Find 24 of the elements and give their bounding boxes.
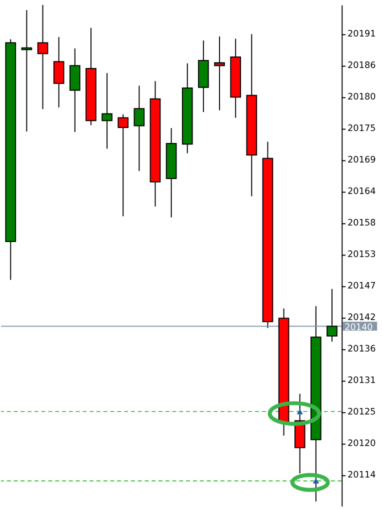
y-tick-label: 20147 xyxy=(348,282,376,292)
y-tick-label: 20164 xyxy=(348,187,376,198)
candlestick xyxy=(21,10,32,132)
y-tick-label: 20120 xyxy=(348,439,376,450)
y-tick-label: 20175 xyxy=(348,124,376,134)
candlestick xyxy=(134,85,145,172)
candlestick xyxy=(326,288,338,342)
candlestick xyxy=(37,4,48,110)
y-tick-label: 20169 xyxy=(348,156,376,166)
y-tick-label: 20180 xyxy=(348,92,376,103)
y-tick-label: 20142 xyxy=(348,313,376,324)
y-tick-label: 20125 xyxy=(348,408,376,418)
ref-line-label: 20140 xyxy=(344,323,374,334)
y-tick-label: 20131 xyxy=(348,376,376,386)
y-tick-label: 20153 xyxy=(348,250,376,260)
candlestick xyxy=(118,114,129,217)
y-tick-label: 20114 xyxy=(348,470,376,481)
candlestick xyxy=(214,36,225,111)
candlestick xyxy=(102,72,112,150)
y-tick-label: 20191 xyxy=(348,30,376,40)
candlestick xyxy=(53,36,64,108)
y-tick-label: 20158 xyxy=(348,218,376,229)
y-tick-label: 20186 xyxy=(348,61,376,72)
y-tick-label: 20136 xyxy=(348,344,376,355)
